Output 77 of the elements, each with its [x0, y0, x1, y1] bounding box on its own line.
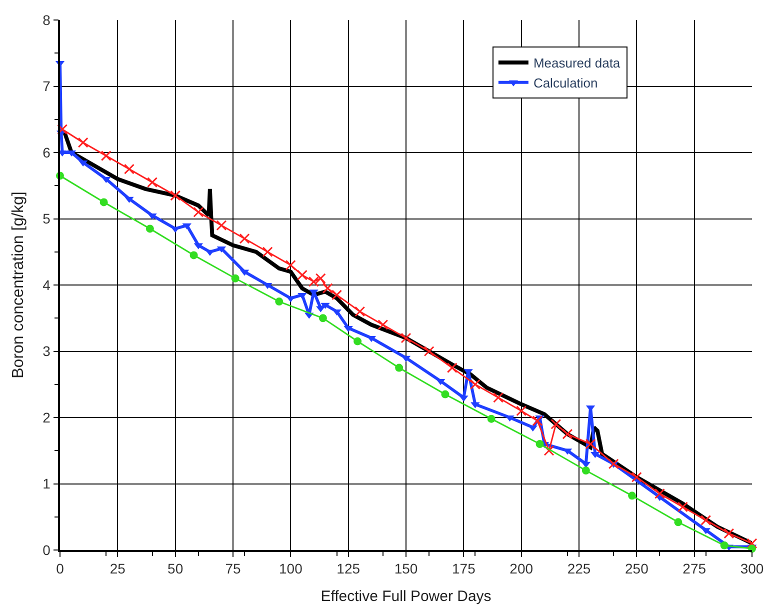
point — [275, 298, 284, 306]
point — [585, 438, 596, 450]
point — [231, 274, 240, 282]
point — [315, 273, 326, 284]
point — [318, 314, 327, 322]
point — [193, 206, 204, 218]
point — [441, 390, 450, 398]
point — [216, 220, 227, 231]
x-tick-label: 0 — [56, 560, 64, 577]
y-tick-label: 1 — [42, 476, 51, 492]
y-tick-label: 4 — [42, 276, 51, 293]
x-tick-label: 175 — [452, 560, 476, 577]
point — [674, 518, 682, 526]
x-tick-label: 50 — [168, 560, 184, 577]
point — [470, 379, 480, 390]
point — [746, 538, 758, 549]
point — [190, 251, 198, 260]
point — [536, 440, 544, 448]
point — [544, 445, 554, 456]
point — [332, 290, 342, 300]
point — [562, 428, 573, 440]
point — [378, 320, 388, 330]
x-tick-label: 150 — [394, 560, 418, 577]
point — [308, 276, 319, 287]
point — [654, 488, 665, 499]
legend-label: Measured data — [533, 56, 621, 71]
point — [354, 337, 362, 346]
point — [582, 466, 590, 474]
point — [487, 414, 496, 423]
x-tick-label: 125 — [336, 560, 360, 577]
point — [400, 332, 412, 344]
point — [322, 283, 333, 294]
y-tick-label: 3 — [42, 343, 51, 360]
point — [147, 177, 158, 188]
point — [57, 124, 68, 135]
y-tick-label: 5 — [42, 210, 51, 227]
point — [395, 364, 404, 372]
point — [700, 514, 712, 526]
x-axis-title: Effective Full Power Days — [320, 588, 492, 606]
point — [146, 224, 154, 233]
x-tick-label: 275 — [682, 560, 706, 577]
point — [100, 198, 108, 206]
point — [296, 270, 308, 280]
legend-label: Calculation — [533, 75, 598, 90]
point — [262, 246, 273, 258]
y-tick-label: 2 — [42, 409, 51, 426]
point — [78, 137, 88, 148]
point — [239, 233, 250, 244]
point — [170, 190, 181, 201]
point — [628, 492, 636, 500]
point — [720, 541, 728, 550]
point — [493, 392, 504, 403]
point — [516, 406, 527, 416]
point — [124, 164, 134, 174]
x-tick-label: 225 — [567, 560, 591, 577]
point — [446, 362, 458, 374]
y-tick-label: 8 — [42, 12, 51, 28]
x-tick-label: 250 — [624, 560, 649, 577]
point — [724, 528, 734, 539]
point — [631, 472, 642, 482]
point — [424, 346, 434, 356]
x-tick-label: 25 — [110, 560, 126, 577]
point — [100, 150, 112, 162]
y-tick-label: 6 — [42, 144, 51, 160]
y-axis-title: Boron concentration [g/kg] — [10, 192, 28, 378]
point — [532, 416, 543, 426]
point — [354, 306, 366, 317]
x-tick-label: 300 — [740, 560, 764, 577]
x-tick-label: 100 — [278, 560, 303, 577]
y-tick-label: 7 — [42, 78, 51, 94]
x-tick-label: 75 — [225, 560, 241, 577]
point — [608, 458, 619, 470]
point — [550, 418, 562, 430]
y-tick-label: 0 — [42, 542, 51, 558]
point — [285, 260, 296, 270]
x-tick-label: 200 — [510, 560, 534, 577]
point — [678, 502, 688, 512]
